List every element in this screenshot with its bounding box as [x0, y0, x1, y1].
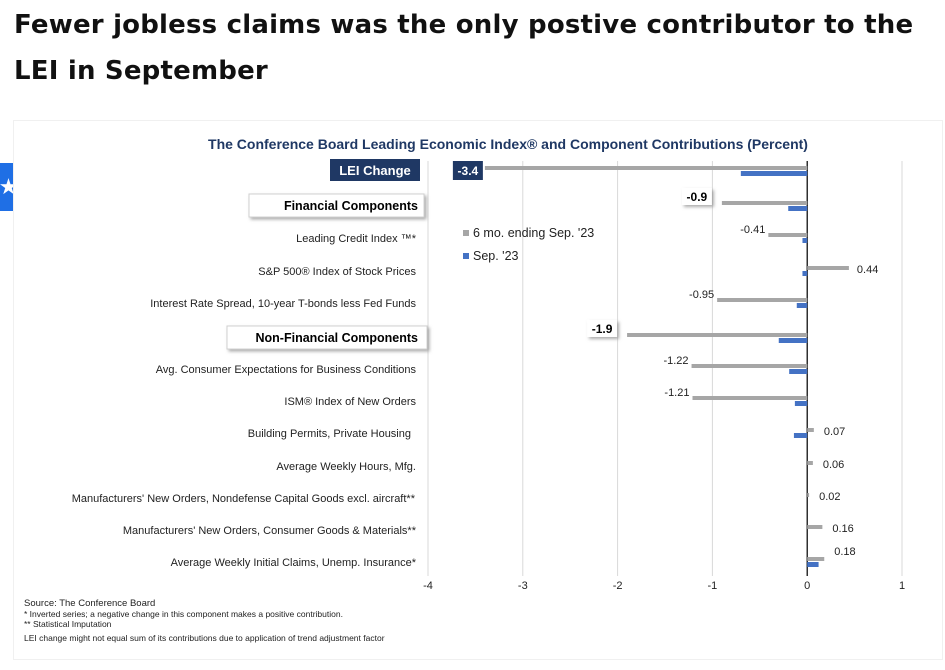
lei-contributions-chart: The Conference Board Leading Economic In…	[24, 136, 905, 643]
value-label-group: -1.9	[587, 320, 618, 337]
data-label: 0.18	[834, 546, 855, 558]
category-label: Non-Financial Components	[256, 331, 419, 345]
x-tick-label: -2	[613, 580, 623, 592]
page-headline: Fewer jobless claims was the only postiv…	[14, 10, 914, 86]
bar-6mo	[768, 233, 808, 237]
section-header-box	[226, 325, 428, 350]
footnote: ** Statistical Imputation	[24, 619, 112, 629]
bar-sep	[802, 238, 808, 243]
lei-change-label-group: LEI Change	[330, 159, 420, 181]
category-label: S&P 500® Index of Stock Prices	[258, 266, 416, 278]
bar-6mo	[627, 333, 808, 337]
data-label: -1.22	[663, 355, 688, 367]
bar-6mo	[692, 396, 808, 400]
data-label: -0.41	[740, 224, 765, 236]
value-label-box	[681, 188, 712, 205]
bar-sep	[796, 303, 808, 308]
bar-sep	[807, 562, 819, 567]
x-tick-label: -1	[708, 580, 718, 592]
value-label-group: -3.4	[452, 161, 483, 180]
section-header-box	[248, 193, 425, 218]
category-label: LEI Change	[339, 163, 411, 178]
bar-6mo	[807, 266, 849, 270]
legend-label: Sep. '23	[473, 249, 519, 263]
category-label: Manufacturers' New Orders, Nondefense Ca…	[72, 493, 416, 505]
legend-label: 6 mo. ending Sep. '23	[473, 226, 594, 240]
value-label-group: -0.9	[681, 188, 712, 205]
data-label: -1.21	[664, 387, 689, 399]
bar-6mo	[807, 557, 825, 561]
footnote: Source: The Conference Board	[24, 598, 155, 609]
bar-6mo	[807, 493, 810, 497]
footnote: LEI change might not equal sum of its co…	[24, 633, 385, 643]
section-header-group: Financial Components	[248, 193, 425, 218]
category-label: Building Permits, Private Housing	[248, 428, 411, 440]
lei-change-box	[330, 159, 420, 181]
footnote: * Inverted series; a negative change in …	[24, 609, 343, 619]
bar-sep	[789, 369, 808, 374]
category-label: Financial Components	[284, 199, 418, 213]
bar-6mo	[691, 364, 808, 368]
bar-6mo	[807, 428, 814, 432]
bar-sep	[802, 271, 808, 276]
value-label-box	[587, 320, 618, 337]
x-tick-label: 1	[899, 580, 905, 592]
category-label: Average Weekly Hours, Mfg.	[276, 461, 416, 473]
x-tick-label: -4	[423, 580, 433, 592]
data-label: 0.44	[857, 264, 878, 276]
data-label: 0.06	[823, 459, 844, 471]
data-label: 0.07	[824, 426, 845, 438]
x-tick-label: -3	[518, 580, 528, 592]
data-label: -0.9	[687, 190, 708, 204]
value-label-box	[452, 161, 483, 180]
bar-sep	[788, 206, 808, 211]
data-label: -1.9	[592, 322, 613, 336]
x-tick-label: 0	[804, 580, 810, 592]
chart-legend: 6 mo. ending Sep. '23 Sep. '23	[463, 226, 594, 263]
bar-sep	[740, 171, 808, 176]
category-label: Manufacturers' New Orders, Consumer Good…	[123, 525, 417, 537]
category-label: Average Weekly Initial Claims, Unemp. In…	[171, 557, 417, 569]
bar-6mo	[721, 201, 808, 205]
chart-title: The Conference Board Leading Economic In…	[208, 136, 808, 152]
category-label: Interest Rate Spread, 10-year T-bonds le…	[150, 298, 416, 310]
data-label: 0.02	[819, 491, 840, 503]
data-label: -0.95	[689, 289, 714, 301]
category-label: Leading Credit Index ™*	[296, 233, 417, 245]
bar-sep	[793, 433, 808, 438]
data-label: 0.16	[832, 523, 853, 535]
bar-6mo	[807, 525, 823, 529]
bar-6mo	[484, 166, 808, 170]
category-label: Avg. Consumer Expectations for Business …	[156, 364, 417, 376]
legend-swatch	[463, 230, 469, 236]
bar-6mo	[717, 298, 808, 302]
bar-6mo	[807, 461, 813, 465]
legend-swatch	[463, 253, 469, 259]
data-label: -3.4	[458, 164, 479, 178]
bar-sep	[778, 338, 808, 343]
chart-footnotes: Source: The Conference Board* Inverted s…	[24, 598, 385, 643]
chart-panel: The Conference Board Leading Economic In…	[14, 121, 942, 659]
bar-sep	[794, 401, 808, 406]
category-label: ISM® Index of New Orders	[284, 396, 416, 408]
section-header-group: Non-Financial Components	[226, 325, 428, 350]
